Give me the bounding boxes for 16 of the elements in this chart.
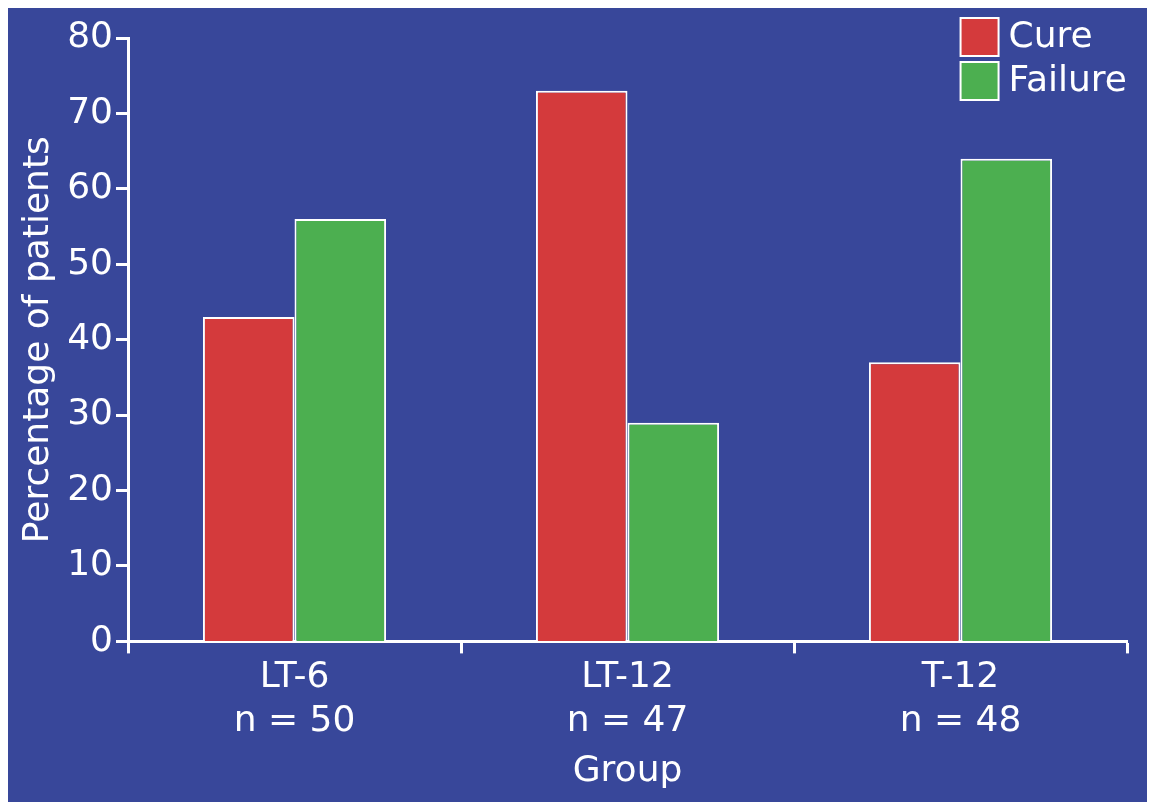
- y-tick-label: 80: [67, 14, 114, 56]
- legend-label: Failure: [1008, 58, 1128, 100]
- x-tick-label: LT-6 n = 50: [233, 654, 356, 739]
- y-tick-label: 0: [90, 617, 114, 659]
- y-tick-label: 20: [67, 466, 114, 508]
- y-tick-label: 30: [67, 391, 114, 433]
- y-tick-label: 10: [67, 542, 114, 584]
- y-axis-title: Percentage of patients: [14, 136, 56, 544]
- y-tick-label: 50: [67, 240, 114, 282]
- x-tick-label: T-12 n = 48: [899, 654, 1022, 739]
- y-tick-label: 40: [67, 316, 114, 358]
- y-tick-label: 70: [67, 89, 114, 131]
- x-axis-title: Group: [572, 747, 683, 789]
- legend-label: Cure: [1008, 14, 1093, 56]
- x-tick-label: LT-12 n = 47: [566, 654, 689, 739]
- y-tick-label: 60: [67, 165, 114, 207]
